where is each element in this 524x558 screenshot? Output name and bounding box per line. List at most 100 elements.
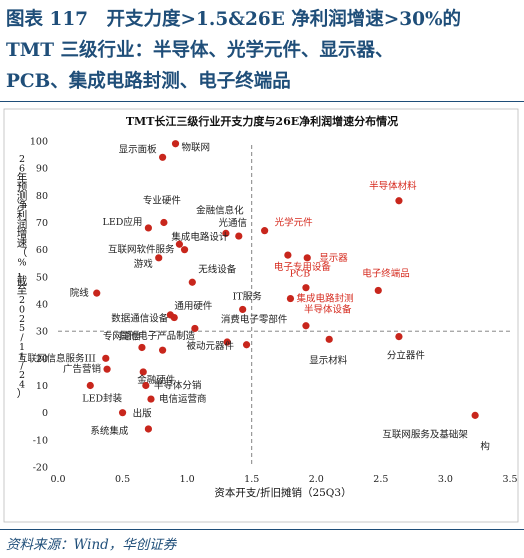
data-point <box>118 409 127 417</box>
x-tick-label: 2.5 <box>373 474 388 485</box>
point-label: 其他电子产品制造 <box>119 330 196 342</box>
point-label: 光通信 <box>219 217 248 229</box>
point-label: 游戏 <box>134 258 154 270</box>
data-point <box>144 425 152 433</box>
figure-header: 图表 117 开支力度>1.5&26E 净利润增速>30%的 TMT 三级行业：… <box>6 4 518 97</box>
x-tick-label: 1.0 <box>180 474 195 485</box>
data-point <box>191 324 199 333</box>
data-point <box>395 333 403 341</box>
x-tick-label: 3.0 <box>438 474 453 485</box>
data-point <box>325 335 333 343</box>
scatter-chart: TMT长江三级行业开支力度与26E净利润增速分布情况 -20 -10 0 10 20 30… <box>3 108 519 523</box>
y-tick-label: 70 <box>36 218 48 229</box>
point-label: 互联网信息服务III <box>18 352 96 364</box>
header-line-1: 图表 117 开支力度>1.5&26E 净利润增速>30%的 <box>6 9 462 30</box>
point-label: 互联网服务及基础架构 <box>382 428 490 452</box>
y-tick-label: -20 <box>33 463 48 474</box>
point-label: LED封装 <box>82 393 122 405</box>
x-tick-label: 2.0 <box>309 474 324 485</box>
point-label: IT服务 <box>233 290 263 302</box>
point-label: 专业硬件 <box>143 195 182 207</box>
data-point <box>155 254 163 262</box>
point-label: 数据通信设备 <box>111 313 169 325</box>
data-point <box>222 229 230 237</box>
data-point <box>395 197 403 205</box>
x-tick-label: 1.5 <box>244 474 259 485</box>
data-point <box>160 218 168 227</box>
data-point <box>284 251 292 259</box>
point-label: 广告营销 <box>63 363 102 375</box>
point-label: 系统集成 <box>90 425 129 437</box>
point-label: 光学元件 <box>275 217 314 229</box>
y-tick-label: 50 <box>36 272 48 283</box>
data-point <box>261 227 269 235</box>
point-label: 显示器 <box>319 253 348 264</box>
x-tick-label: 3.5 <box>502 474 517 485</box>
point-label: 分立器件 <box>387 350 426 362</box>
data-point <box>302 284 310 292</box>
y-axis-label-text: 2 6 年预测净利润增速（%，截至 2 0 2 5/1 1/2 4） <box>17 154 28 400</box>
point-label: 显示材料 <box>309 354 348 366</box>
y-tick-label: -10 <box>33 435 48 446</box>
point-label: 物联网 <box>182 142 211 154</box>
data-point <box>242 341 251 349</box>
point-label: 出版 <box>133 408 153 420</box>
y-tick-label: 90 <box>36 164 48 175</box>
point-label: 金融信息化 <box>196 204 244 216</box>
point-label: 集成电路设计 <box>171 231 229 243</box>
source-note: 资料来源：Wind，华创证券 <box>6 537 177 553</box>
data-point <box>302 322 310 330</box>
data-point <box>159 153 167 161</box>
y-tick-label: 0 <box>42 408 48 419</box>
point-label: 电信运营商 <box>159 393 207 405</box>
point-label: 通用硬件 <box>174 300 213 312</box>
point-label: PCB <box>290 269 311 280</box>
data-point <box>139 368 147 376</box>
x-axis-ticks: 0.0 0.5 1.0 1.5 2.0 2.5 3.0 3.5 <box>50 474 517 485</box>
x-axis-label: 资本开支/折旧摊销（25Q3） <box>214 486 351 499</box>
data-point <box>188 278 196 286</box>
point-label: 专网通信 <box>103 330 141 342</box>
data-point <box>286 294 295 303</box>
point-label: 半导体分销 <box>154 380 202 392</box>
chart-frame <box>3 108 519 523</box>
y-tick-label: 10 <box>36 381 48 392</box>
point-label: 电子终端品 <box>362 267 410 279</box>
reference-lines <box>58 145 510 467</box>
data-point <box>159 346 167 354</box>
data-point <box>239 305 247 314</box>
point-label: 电子专用设备 <box>274 261 332 273</box>
data-point <box>471 411 479 419</box>
data-point <box>223 338 231 346</box>
data-point <box>170 313 178 322</box>
y-tick-label: 100 <box>30 137 48 148</box>
data-point <box>93 289 101 297</box>
header-line-3: PCB、集成电路封测、电子终端品 <box>6 71 291 92</box>
data-point <box>103 365 111 373</box>
data-point <box>138 343 146 352</box>
point-label: 集成电路封测 <box>296 293 353 305</box>
x-tick-label: 0.0 <box>50 474 65 485</box>
y-tick-label: 40 <box>36 300 48 311</box>
data-point <box>144 224 152 232</box>
point-label: LED应用 <box>103 216 143 228</box>
data-point <box>303 254 311 262</box>
point-label: 被动元器件 <box>187 340 235 352</box>
data-point <box>147 395 155 403</box>
point-label: 院线 <box>70 287 90 299</box>
point-label: 互联网软件服务 <box>108 244 175 256</box>
y-axis-ticks: -20 -10 0 10 20 30 40 50 60 70 80 90 100 <box>30 137 48 474</box>
point-label: 半导体设备 <box>304 304 352 316</box>
point-label: 消费电子零部件 <box>221 313 288 325</box>
y-tick-label: 60 <box>36 245 48 256</box>
header-line-2: TMT 三级行业：半导体、光学元件、显示器、 <box>6 40 394 61</box>
y-axis-label: 2 6 年预测净利润增速（%，截至 2 0 2 5/1 1/2 4） <box>17 154 28 400</box>
data-point <box>86 381 94 390</box>
x-tick-label: 0.5 <box>115 474 130 485</box>
data-point <box>374 286 382 295</box>
point-label: 半导体材料 <box>369 180 417 192</box>
data-point <box>142 381 150 390</box>
point-label: 显示面板 <box>119 143 158 155</box>
data-point <box>102 354 110 362</box>
